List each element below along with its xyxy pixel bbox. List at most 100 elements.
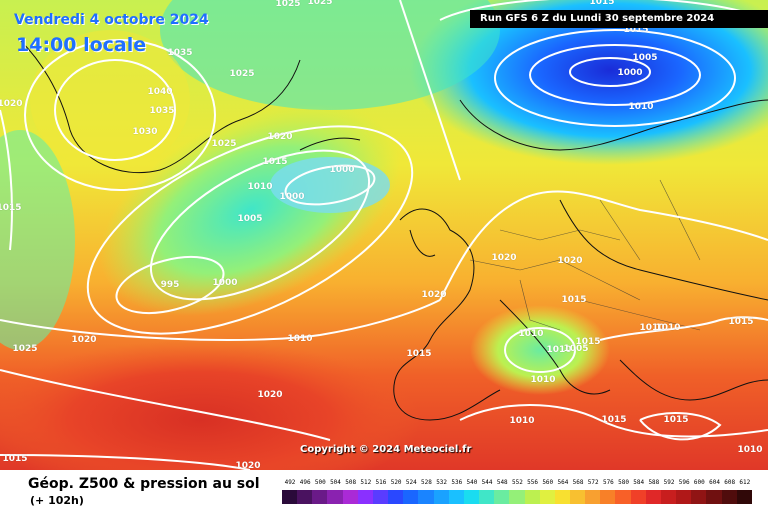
scale-value: 556: [527, 479, 538, 486]
isobar-label: 995: [160, 280, 180, 290]
scale-swatch: [524, 490, 540, 504]
isobar-label: 1020: [421, 290, 447, 300]
scale-swatch: [706, 490, 722, 504]
scale-swatch: [372, 490, 389, 504]
isobar-label: 1005: [237, 214, 263, 224]
scale-swatch: [660, 490, 677, 504]
color-scale-labels: 492 496 500 504 508 512 516 520 524 528 532 536 540 5…: [282, 479, 752, 489]
scale-swatch: [569, 490, 586, 504]
isobar-label: 1015: [0, 203, 22, 213]
isobar-label: 1015: [663, 415, 689, 425]
scale-swatch: [297, 490, 313, 504]
scale-swatch: [448, 490, 464, 504]
isobar-label: 1010: [655, 323, 681, 333]
scale-swatch: [418, 490, 434, 504]
scale-value: 560: [542, 479, 554, 486]
scale-swatch: [403, 490, 419, 504]
scale-value: 528: [421, 479, 432, 486]
isobar-label: 1035: [167, 48, 193, 58]
isobar-label: 1025: [229, 69, 255, 79]
scale-swatch: [433, 490, 449, 504]
isobar-label: 1040: [147, 87, 173, 97]
color-scale-bar: [282, 490, 752, 504]
scale-swatch: [282, 490, 298, 504]
isobar-label: 1000: [617, 68, 643, 78]
legend-subtitle: (+ 102h): [30, 494, 84, 507]
scale-swatch: [312, 490, 328, 504]
scale-value: 608: [724, 479, 736, 486]
scale-value: 548: [496, 479, 508, 486]
scale-value: 568: [572, 479, 584, 486]
scale-value: 576: [602, 479, 614, 486]
scale-swatch: [585, 490, 601, 504]
isobar-label: 1010: [247, 182, 273, 192]
scale-value: 544: [481, 479, 493, 486]
isobar-label: 1015: [728, 317, 754, 327]
isobar-label: 1025: [211, 139, 237, 149]
west-cold-shading: [0, 130, 75, 350]
weather-map: [0, 0, 768, 470]
isobar-label: 1015: [2, 454, 28, 464]
isobar-label: 1015: [589, 0, 615, 7]
greenland-high-shading: [30, 30, 190, 170]
scale-value: 492: [284, 479, 296, 486]
scale-value: 596: [678, 479, 690, 486]
isobar-label: 1020: [557, 256, 583, 266]
forecast-date: Vendredi 4 octobre 2024: [14, 12, 209, 28]
isobar-label: 1010: [546, 345, 572, 355]
scale-value: 516: [375, 479, 387, 486]
scale-value: 540: [466, 479, 478, 486]
scale-value: 504: [330, 479, 341, 486]
scale-swatch: [494, 490, 510, 504]
scale-swatch: [463, 490, 480, 504]
isobar-label: 1015: [601, 415, 627, 425]
isobar-label: 1000: [279, 192, 305, 202]
borders: [469, 179, 701, 331]
isobar-label: 1010: [628, 102, 654, 112]
isobar-label: 1020: [235, 461, 261, 471]
north-cold-shading: [160, 0, 500, 110]
isobar-label: 1010: [287, 334, 313, 344]
scale-swatch: [630, 490, 646, 504]
scale-value: 604: [709, 479, 720, 486]
map-canvas: [0, 0, 768, 470]
scale-swatch: [736, 490, 752, 504]
isobar-label: 1025: [307, 0, 333, 7]
isobar-label: 1020: [257, 390, 283, 400]
isobar-label: 1030: [132, 127, 158, 137]
scale-value: 580: [618, 479, 629, 486]
scale-swatch: [600, 490, 616, 504]
coastlines: [19, 39, 768, 421]
isobar-label: 1010: [737, 445, 763, 455]
scale-swatch: [645, 490, 661, 504]
scale-value: 564: [557, 479, 569, 486]
scale-value: 592: [663, 479, 675, 486]
atlantic-low-shading: [100, 104, 400, 316]
scale-value: 500: [314, 479, 326, 486]
forecast-time: 14:00 locale: [16, 34, 147, 56]
scale-value: 584: [633, 479, 645, 486]
scale-swatch: [539, 490, 555, 504]
isobar-label: 1025: [275, 0, 301, 9]
isobar-label: 1010: [639, 323, 665, 333]
scale-swatch: [676, 490, 692, 504]
scale-value: 536: [451, 479, 463, 486]
scale-value: 572: [587, 479, 599, 486]
scale-swatch: [342, 490, 358, 504]
atlantic-core-shading: [270, 157, 390, 213]
isobar-label: 1010: [530, 375, 556, 385]
isobar-label: 1015: [406, 349, 432, 359]
scale-value: 524: [405, 479, 417, 486]
scale-swatch: [509, 490, 525, 504]
isobar-label: 1015: [623, 25, 649, 35]
isobar-label: 1000: [212, 278, 238, 288]
scale-swatch: [479, 490, 495, 504]
isobar-label: 1020: [0, 99, 23, 109]
subtropical-ridge-shading: [0, 340, 420, 470]
isobar-label: 1010: [509, 416, 535, 426]
isobar-label: 1015: [561, 295, 587, 305]
italy-low-shading: [470, 305, 610, 395]
isobars: [0, 0, 768, 470]
isobar-label: 1010: [518, 329, 544, 339]
isobar-label: 1015: [262, 157, 288, 167]
